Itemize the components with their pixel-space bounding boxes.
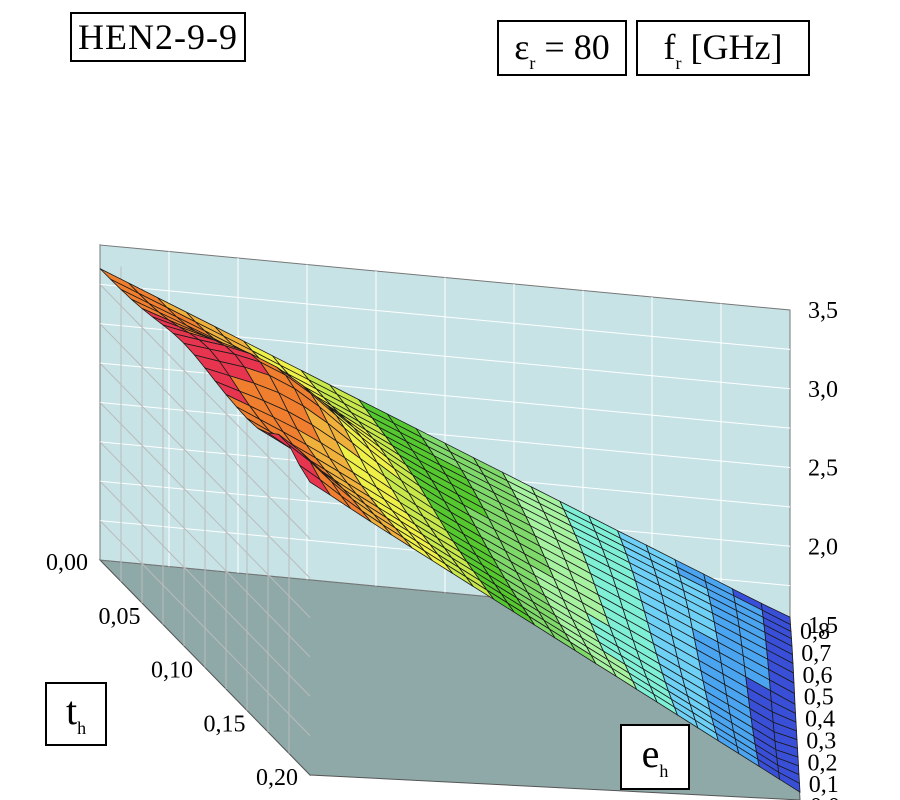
- z-axis-unit: [GHz]: [690, 27, 783, 67]
- e-tick-label: 0,7: [801, 641, 831, 667]
- back-wall-gridline: [99, 402, 791, 468]
- epsilon-symbol: ε: [514, 27, 530, 67]
- epsilon-value: = 80: [544, 27, 610, 67]
- e-tick-label: 0,2: [808, 750, 838, 776]
- z-tick-label: 2,5: [808, 456, 838, 482]
- axis-ticks: 1,52,02,53,03,50,000,050,100,150,200,00,…: [46, 298, 840, 800]
- e-tick-label: 0,0: [810, 794, 840, 800]
- z-axis-subscript: r: [675, 53, 682, 73]
- t-tick-label: 0,00: [46, 550, 88, 576]
- e-axis-symbol: e: [641, 731, 660, 776]
- epsilon-label: εr = 80: [497, 20, 627, 76]
- t-axis-symbol: t: [65, 688, 78, 733]
- e-axis-subscript: h: [659, 761, 669, 781]
- surface-cell: [778, 771, 801, 793]
- z-axis-label: fr [GHz]: [636, 20, 810, 76]
- e-tick-label: 0,4: [805, 707, 835, 733]
- t-tick-label: 0,10: [151, 658, 193, 684]
- z-tick-label: 1,5: [808, 613, 838, 639]
- t-axis-label: th: [45, 682, 107, 746]
- e-tick-label: 0,1: [809, 772, 839, 798]
- t-tick-label: 0,05: [99, 604, 141, 630]
- back-wall-gridline: [99, 283, 791, 350]
- t-axis-subscript: h: [77, 718, 87, 738]
- epsilon-subscript: r: [529, 53, 536, 73]
- t-tick-label: 0,20: [256, 765, 298, 791]
- z-tick-label: 3,5: [808, 298, 838, 324]
- e-tick-label: 0,3: [806, 728, 836, 754]
- e-tick-label: 0,6: [803, 663, 833, 689]
- e-axis-label: eh: [620, 724, 690, 790]
- t-tick-label: 0,15: [204, 711, 246, 737]
- e-tick-label: 0,8: [800, 619, 830, 645]
- e-tick-label: 0,5: [804, 685, 834, 711]
- z-tick-label: 3,0: [808, 377, 838, 403]
- z-tick-label: 2,0: [808, 534, 838, 560]
- chart-title: HEN2-9-9: [70, 12, 246, 62]
- surface-plot: [99, 268, 801, 793]
- z-axis-symbol: f: [663, 27, 676, 67]
